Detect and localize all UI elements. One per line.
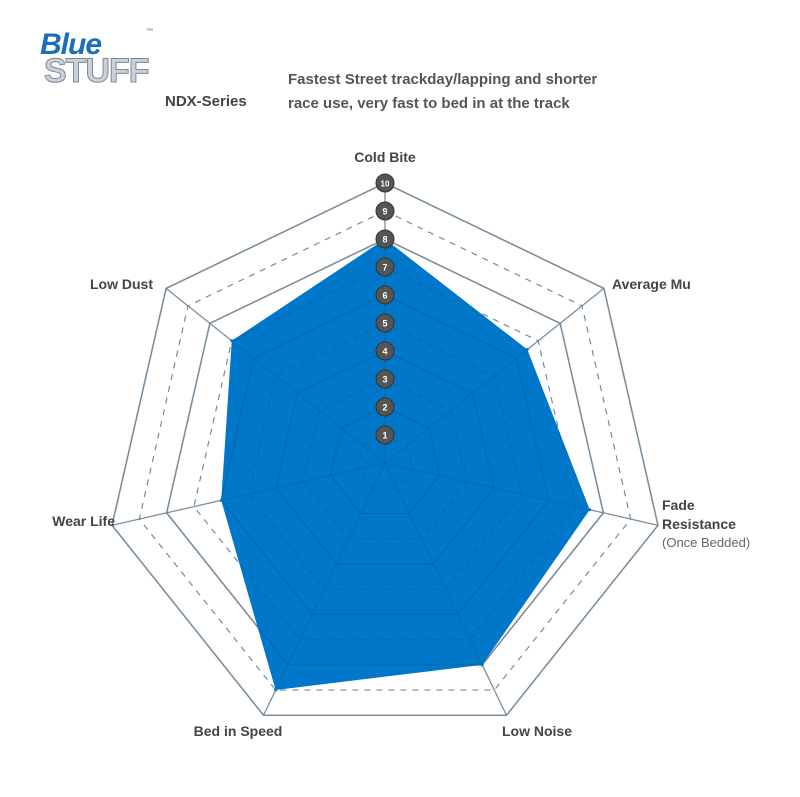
grid-ring-overlay-2 [329, 406, 441, 514]
axis-label: Fade [662, 497, 695, 513]
data-point [588, 508, 592, 512]
data-point [480, 663, 484, 667]
grid-spoke-overlay [111, 462, 386, 526]
grid-ring-overlay-1 [357, 434, 413, 489]
grid-ring-10 [111, 182, 659, 717]
tick-label: 3 [382, 375, 387, 385]
logo-stuff: STUFF [44, 52, 151, 91]
tick-badge [375, 257, 395, 277]
tick-badge [375, 425, 395, 445]
grid-ring-overlay-6 [220, 294, 550, 615]
tick-label: 7 [382, 263, 387, 273]
tick-label: 5 [382, 319, 387, 329]
tick-badge [375, 229, 395, 249]
tick-label: 9 [382, 207, 387, 217]
axis-label: Resistance [662, 516, 736, 532]
tick-badge [375, 173, 395, 193]
axis-label: Bed in Speed [194, 723, 283, 739]
tick-badge [375, 201, 395, 221]
axis-label: Low Noise [502, 723, 572, 739]
data-point [525, 348, 529, 352]
logo-trademark: ™ [146, 28, 153, 35]
tick-badge [375, 313, 395, 333]
data-area [221, 239, 590, 691]
grid-spoke-overlay [384, 288, 605, 464]
tick-label: 8 [382, 235, 387, 245]
logo-blue: Blue [40, 28, 102, 61]
axis-label: Low Dust [90, 276, 153, 292]
tick-label: 2 [382, 403, 387, 413]
axis-sublabel: (Once Bedded) [662, 535, 750, 550]
axis-label: Average Mu [612, 276, 691, 292]
description-line-2: race use, very fast to bed in at the tra… [288, 95, 570, 112]
tick-badge [375, 285, 395, 305]
data-point [230, 339, 234, 343]
axis-label: Cold Bite [354, 149, 416, 165]
tick-label: 4 [382, 347, 387, 357]
tick-label: 10 [381, 180, 390, 189]
tick-badge [375, 341, 395, 361]
grid-ring-overlay-10 [111, 182, 659, 716]
grid-spoke-overlay [384, 462, 507, 716]
grid-spoke-overlay [263, 462, 386, 716]
tick-badge [375, 369, 395, 389]
description: Fastest Street trackday/lapping and shor… [288, 68, 597, 116]
grid-ring-overlay-9 [138, 210, 632, 691]
series-name: NDX-Series [165, 93, 247, 110]
grid-ring-overlay-5 [247, 322, 523, 590]
grid-ring-overlay-8 [166, 238, 604, 666]
axis-label: Wear Life [52, 513, 115, 529]
grid-ring-9 [138, 210, 632, 691]
grid-spoke-overlay [165, 288, 386, 464]
grid-ring-overlay-4 [275, 350, 495, 565]
data-point [274, 688, 278, 692]
data-point [219, 498, 223, 502]
grid-spoke-overlay [384, 462, 659, 526]
grid-ring-overlay-3 [302, 378, 468, 540]
tick-label: 6 [382, 291, 387, 301]
tick-badge [375, 397, 395, 417]
description-line-1: Fastest Street trackday/lapping and shor… [288, 71, 598, 88]
tick-label: 1 [382, 431, 387, 441]
